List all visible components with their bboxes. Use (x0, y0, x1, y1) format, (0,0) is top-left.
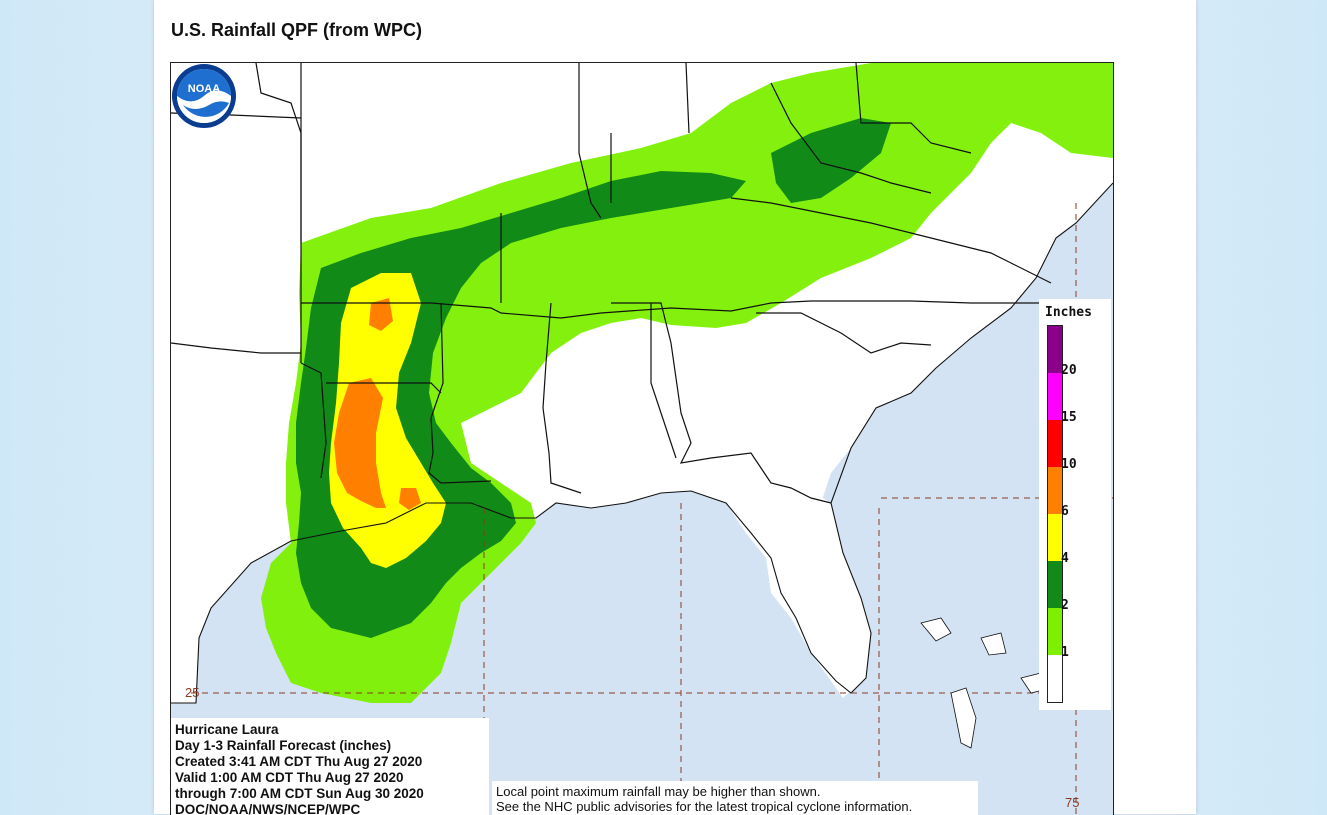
legend-label-15: 15 (1061, 410, 1077, 425)
rainfall-legend: Inches 20 15 10 6 4 2 1 (1039, 299, 1111, 710)
legend-swatch-gt20 (1048, 326, 1062, 373)
legend-swatch-4to6 (1048, 514, 1062, 561)
state-borders (171, 63, 1052, 504)
source-agency: DOC/NOAA/NWS/NCEP/WPC (175, 802, 361, 815)
coastline (171, 182, 1113, 704)
legend-swatch-6to10 (1048, 467, 1062, 514)
rain-6to10-small (369, 298, 393, 331)
rain-6to10 (334, 378, 386, 508)
rain-6to10-small2 (399, 488, 421, 510)
page-card: U.S. Rainfall QPF (from WPC) (154, 0, 1196, 815)
through-time: through 7:00 AM CDT Sun Aug 30 2020 (175, 786, 424, 801)
legend-swatch-2to4 (1048, 561, 1062, 608)
notice-line-2: See the NHC public advisories for the la… (496, 799, 913, 814)
rain-2to4-north (771, 118, 891, 203)
legend-label-1: 1 (1061, 645, 1069, 660)
forecast-info-box: Hurricane Laura Day 1-3 Rainfall Forecas… (171, 718, 489, 815)
map-canvas (171, 63, 1113, 815)
legend-color-bar (1047, 325, 1063, 703)
legend-swatch-15to20 (1048, 373, 1062, 420)
valid-time: Valid 1:00 AM CDT Thu Aug 27 2020 (175, 770, 404, 785)
legend-label-4: 4 (1061, 551, 1069, 566)
legend-label-10: 10 (1061, 457, 1077, 472)
notice-line-1: Local point maximum rainfall may be high… (496, 784, 821, 799)
notice-box: Local point maximum rainfall may be high… (492, 781, 978, 815)
forecast-period: Day 1-3 Rainfall Forecast (inches) (175, 738, 392, 753)
rainfall-map: Inches 20 15 10 6 4 2 1 25 75 Hurricane … (170, 62, 1114, 815)
legend-label-20: 20 (1061, 363, 1077, 378)
legend-label-2: 2 (1061, 598, 1069, 613)
legend-title: Inches (1045, 305, 1092, 320)
legend-swatch-lt1 (1048, 655, 1062, 702)
legend-swatch-10to15 (1048, 420, 1062, 467)
legend-swatch-1to2 (1048, 608, 1062, 655)
noaa-logo-text: NOAA (188, 83, 220, 95)
longitude-label: 75 (1065, 795, 1080, 810)
page-title: U.S. Rainfall QPF (from WPC) (171, 20, 423, 40)
created-time: Created 3:41 AM CDT Thu Aug 27 2020 (175, 754, 423, 769)
latitude-label: 25 (185, 685, 200, 700)
storm-name: Hurricane Laura (175, 722, 279, 737)
noaa-logo: NOAA (172, 64, 236, 128)
florida (726, 491, 871, 693)
legend-label-6: 6 (1061, 504, 1069, 519)
